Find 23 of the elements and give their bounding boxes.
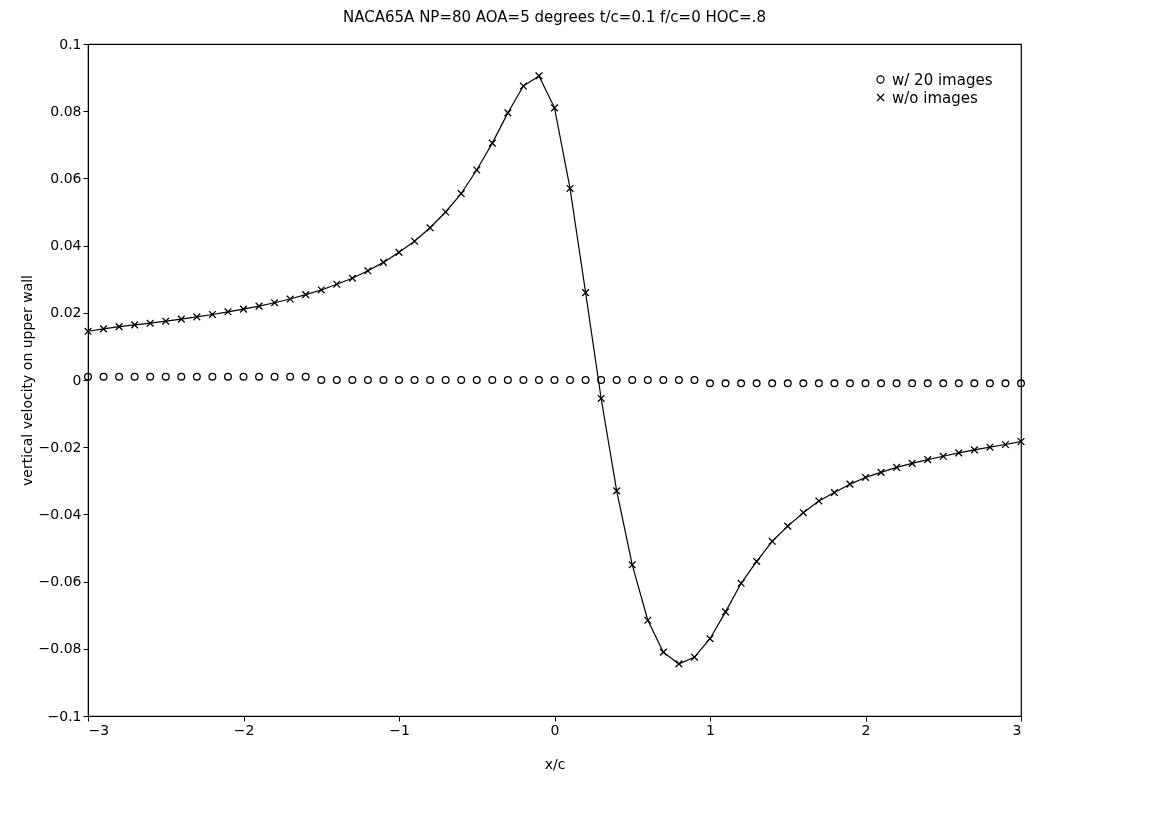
x-tick-label: 2 [861,721,871,738]
x-tick-label: −3 [88,721,110,738]
y-tick-label: 0.08 [50,102,82,119]
y-tick-label: −0.1 [47,707,82,724]
y-tick-label: 0.04 [50,237,82,254]
x-tick-label: −1 [389,721,410,738]
x-axis-title: x/c [544,755,566,772]
y-axis-title: vertical velocity on upper wall [18,275,35,486]
x-tick-label: −2 [233,721,255,738]
legend-label: w/ 20 images [892,70,993,89]
y-tick-label: 0 [72,371,82,388]
y-tick-label: −0.08 [38,640,82,657]
x-tick-label: 3 [1012,721,1022,738]
y-tick-label: 0.06 [50,169,82,186]
y-tick-label: 0.02 [50,304,82,321]
y-tick-label: 0.1 [59,35,82,52]
y-tick-label: −0.04 [38,505,82,522]
y-tick-label: −0.06 [38,573,82,590]
legend-label: w/o images [892,88,978,107]
chart-title: NACA65A NP=80 AOA=5 degrees t/c=0.1 f/c=0 HOC=.8 [343,8,766,26]
x-tick-label: 1 [706,721,715,738]
y-tick-label: −0.02 [38,438,82,455]
x-tick-label: 0 [550,721,560,738]
